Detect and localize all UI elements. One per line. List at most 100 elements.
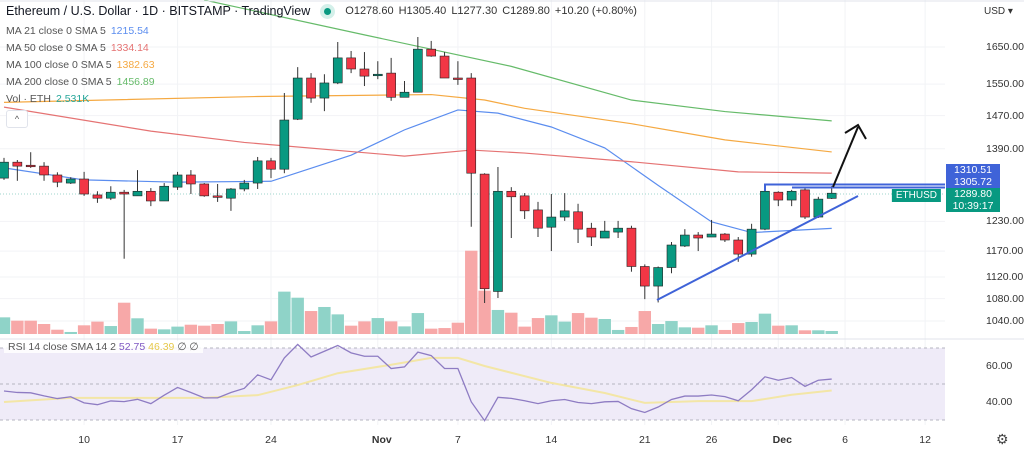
candle-body-up xyxy=(106,191,116,199)
candle[interactable] xyxy=(453,61,463,85)
candle[interactable] xyxy=(346,50,356,74)
candle[interactable] xyxy=(39,162,49,181)
volume-bar xyxy=(598,319,611,334)
candle[interactable] xyxy=(12,159,23,181)
candle[interactable] xyxy=(172,171,183,190)
candle[interactable] xyxy=(639,264,650,300)
price-tick: 1550.00 xyxy=(986,78,1024,91)
volume-bar xyxy=(611,329,625,334)
candle[interactable] xyxy=(372,61,383,80)
candle[interactable] xyxy=(92,191,103,203)
candle[interactable] xyxy=(413,37,423,93)
candle[interactable] xyxy=(199,183,210,197)
candle[interactable] xyxy=(533,201,543,238)
candle-body-up xyxy=(559,210,570,218)
drawings[interactable] xyxy=(656,123,945,301)
rsi-legend[interactable]: RSI 14 close SMA 14 2 52.75 46.39 ∅ ∅ xyxy=(4,341,203,353)
breakout-arrow[interactable] xyxy=(832,126,859,188)
candle[interactable] xyxy=(146,188,156,207)
candle[interactable] xyxy=(586,222,597,247)
candle[interactable] xyxy=(800,187,810,219)
candle[interactable] xyxy=(666,242,677,274)
candle[interactable] xyxy=(132,170,143,197)
candle[interactable] xyxy=(693,232,704,252)
legend-ma200[interactable]: MA 200 close 0 SMA 5 1456.89 xyxy=(6,76,155,88)
candle[interactable] xyxy=(306,73,316,103)
candle[interactable] xyxy=(519,193,530,219)
legend-ma100[interactable]: MA 100 close 0 SMA 5 1382.63 xyxy=(6,59,155,71)
candle[interactable] xyxy=(119,189,129,259)
market-status-icon xyxy=(324,7,332,15)
rsi-value: 52.75 xyxy=(118,341,146,353)
candle[interactable] xyxy=(319,74,330,112)
candle[interactable] xyxy=(239,179,250,192)
volume-bar xyxy=(491,309,505,334)
candle[interactable] xyxy=(79,171,89,196)
volume-bar xyxy=(64,331,77,334)
candle[interactable] xyxy=(493,166,503,299)
candle[interactable] xyxy=(252,156,263,189)
volume-bar xyxy=(531,318,545,334)
candle[interactable] xyxy=(439,52,450,79)
candle-body-up xyxy=(666,244,677,268)
candle[interactable] xyxy=(0,157,9,180)
candle[interactable] xyxy=(426,40,437,57)
candle[interactable] xyxy=(626,225,637,272)
candle[interactable] xyxy=(212,183,223,202)
candle[interactable] xyxy=(266,157,276,179)
candle[interactable] xyxy=(386,57,396,101)
candle[interactable] xyxy=(25,152,36,168)
candle[interactable] xyxy=(186,170,196,195)
volume-bar xyxy=(77,325,91,334)
symbol-title[interactable]: Ethereum / U.S. Dollar · 1D · BITSTAMP ·… xyxy=(6,4,311,18)
volume-bar xyxy=(745,321,758,334)
volume-bar xyxy=(37,324,51,334)
candle[interactable] xyxy=(546,194,557,252)
candle[interactable] xyxy=(279,92,290,174)
candle[interactable] xyxy=(573,203,583,244)
currency-selector[interactable]: USD ▾ xyxy=(984,6,1013,17)
legend-volume[interactable]: Vol · ETH 2.531K xyxy=(6,93,89,105)
candle[interactable] xyxy=(332,41,343,85)
candle[interactable] xyxy=(680,229,690,248)
candle[interactable] xyxy=(466,73,477,227)
candle[interactable] xyxy=(359,52,370,87)
candle[interactable] xyxy=(506,187,517,239)
ohlc-open: O1278.60 xyxy=(345,5,394,17)
candle-body-down xyxy=(25,164,36,168)
candle[interactable] xyxy=(599,220,610,239)
date-tick: 10 xyxy=(78,434,90,446)
legend-ma50[interactable]: MA 50 close 0 SMA 5 1334.14 xyxy=(6,42,149,54)
candle-body-down xyxy=(519,195,530,212)
candle[interactable] xyxy=(720,233,730,243)
candle-body-up xyxy=(132,190,143,197)
candle[interactable] xyxy=(786,189,797,207)
candle[interactable] xyxy=(52,172,63,188)
volume-label: Vol · ETH xyxy=(6,93,51,105)
candle[interactable] xyxy=(773,191,784,207)
ma50-value: 1334.14 xyxy=(110,42,149,54)
candle[interactable] xyxy=(106,186,116,201)
candle-body-down xyxy=(12,161,23,167)
candle[interactable] xyxy=(559,193,570,221)
volume-bar xyxy=(131,318,144,334)
ascending-trendline[interactable] xyxy=(656,195,859,301)
candle[interactable] xyxy=(760,189,770,231)
resistance-line-1310[interactable] xyxy=(764,183,945,192)
candle[interactable] xyxy=(65,177,76,184)
candle[interactable] xyxy=(653,266,663,303)
legend-ma21[interactable]: MA 21 close 0 SMA 5 1215.54 xyxy=(6,25,149,37)
candle[interactable] xyxy=(159,183,169,202)
candle[interactable] xyxy=(706,219,717,238)
candle[interactable] xyxy=(292,67,303,121)
price-tick: 1390.00 xyxy=(986,142,1024,155)
candle-body-down xyxy=(119,191,129,195)
candle[interactable] xyxy=(226,188,236,211)
gear-icon[interactable]: ⚙ xyxy=(996,431,1009,447)
candle[interactable] xyxy=(613,220,623,239)
collapse-legend-button[interactable]: ^ xyxy=(6,110,28,128)
candle[interactable] xyxy=(399,81,410,98)
candle[interactable] xyxy=(479,173,490,303)
level-badge-1310: 1310.51 1305.72 xyxy=(946,164,1000,188)
